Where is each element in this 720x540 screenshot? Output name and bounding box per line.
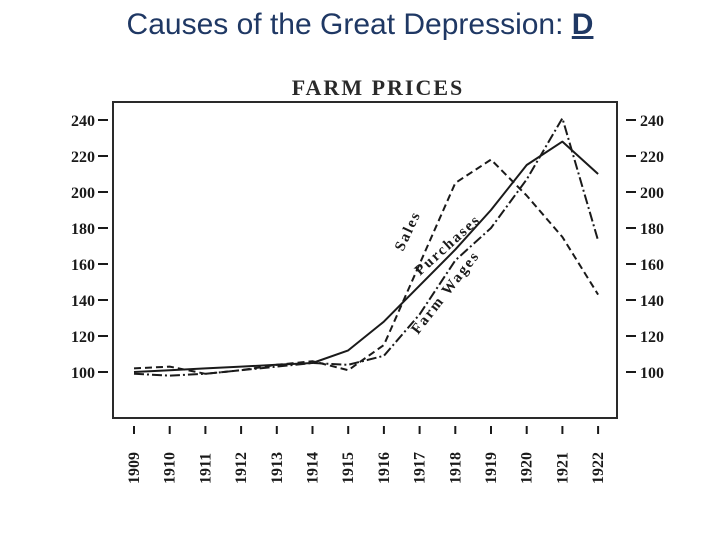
x-tick-label: 1922: [590, 452, 607, 484]
left-y-axis: 100 120 140 160 180 200 220 240: [71, 113, 108, 382]
left-y-tick-label: 180: [71, 221, 95, 238]
left-y-tick-label: 220: [71, 149, 95, 166]
x-tick-label: 1919: [483, 452, 500, 484]
x-tick-label: 1912: [233, 452, 250, 484]
left-y-tick-label: 200: [71, 185, 95, 202]
series-label-sales: Sales: [392, 208, 424, 253]
x-tick-label: 1918: [447, 452, 464, 484]
x-axis: 1909 1910 1911 1912 1913 1914 1915 1916 1917 1918…: [126, 426, 607, 484]
x-tick-label: 1909: [126, 452, 143, 484]
x-tick-label: 1915: [340, 452, 357, 484]
left-y-tick-label: 140: [71, 293, 95, 310]
x-tick-label: 1914: [305, 452, 322, 484]
left-y-tick-label: 240: [71, 113, 95, 130]
right-y-tick-label: 180: [640, 221, 664, 238]
right-y-tick-label: 240: [640, 113, 664, 130]
right-y-tick-label: 100: [640, 365, 664, 382]
x-tick-label: 1917: [412, 452, 429, 484]
right-y-tick-label: 160: [640, 257, 664, 274]
x-tick-label: 1920: [519, 452, 536, 484]
slide-title: Causes of the Great Depression: D: [0, 8, 720, 42]
series-line-farm-wages: [133, 117, 600, 377]
slide-title-text: Causes of the Great Depression:: [126, 8, 572, 41]
x-tick-label: 1921: [554, 452, 571, 484]
x-tick-label: 1913: [269, 452, 286, 484]
plot-frame: [112, 101, 618, 419]
right-y-tick-label: 200: [640, 185, 664, 202]
slide-title-answer-letter: D: [571, 8, 594, 41]
x-tick-label: 1910: [162, 452, 179, 484]
left-y-tick-label: 100: [71, 365, 95, 382]
left-y-tick-label: 160: [71, 257, 95, 274]
chart-title: FARM PRICES: [292, 75, 465, 100]
x-tick-label: 1916: [376, 452, 393, 484]
series-line-sales: [133, 140, 599, 373]
right-y-tick-label: 220: [640, 149, 664, 166]
left-y-tick-label: 120: [71, 329, 95, 346]
right-y-tick-label: 120: [640, 329, 664, 346]
series-line-purchases: [133, 158, 599, 375]
right-y-tick-label: 140: [640, 293, 664, 310]
series-layer: [133, 117, 600, 377]
right-y-axis: 100 120 140 160 180 200 220 240: [626, 113, 664, 382]
x-tick-label: 1911: [197, 453, 214, 484]
